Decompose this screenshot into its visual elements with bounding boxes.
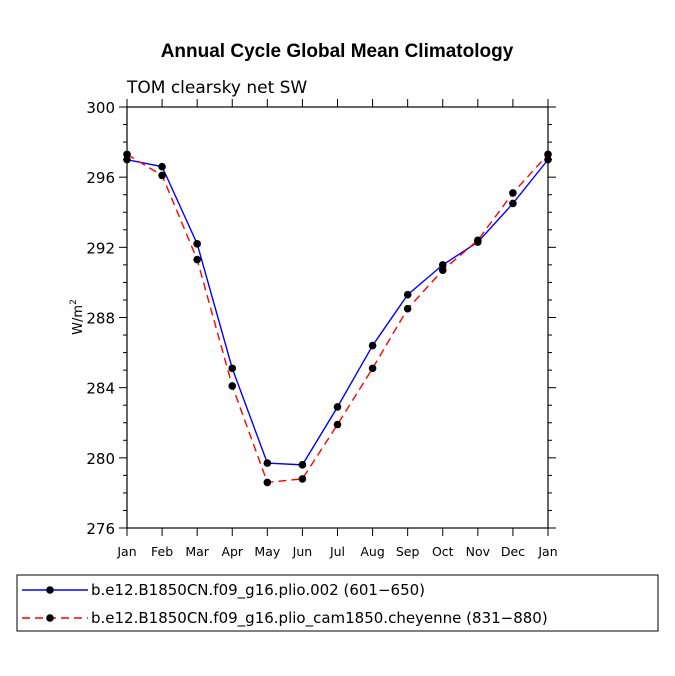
data-point [368,341,377,350]
data-point [333,420,342,429]
y-tick-label: 292 [86,239,115,257]
y-tick-label: 276 [86,520,115,538]
data-point [193,240,201,248]
data-point [263,459,272,467]
data-point [298,475,307,483]
data-point [509,199,517,208]
x-tick-label: Dec [501,544,525,559]
data-point [544,150,552,159]
x-tick-label: Jan [116,544,136,559]
data-point [403,304,412,313]
y-axis-label-superscript: 2 [69,299,79,305]
series-line [126,153,549,484]
x-tick-label: Feb [151,544,173,559]
data-point [228,382,237,390]
chart-subtitle: TOM clearsky net SW [126,78,307,98]
legend-swatch-marker [46,614,54,622]
series-line [126,158,549,466]
y-axis-label-base: W/m [71,305,86,335]
y-axis-label: W/m2 [69,299,86,335]
data-point [333,403,342,411]
data-point [368,364,377,373]
x-tick-label: Sep [396,544,420,559]
legend: b.e12.B1850CN.f09_g16.plio.002 (601−650)… [16,574,659,632]
y-tick-label: 284 [86,380,115,398]
data-point [298,461,307,469]
x-tick-label: Jul [329,544,345,559]
data-point [123,155,131,164]
data-point [474,236,482,245]
chart-title: Annual Cycle Global Mean Climatology [161,41,514,62]
x-tick-label: May [254,544,280,559]
series-2 [123,150,552,487]
legend-entry-label: b.e12.B1850CN.f09_g16.plio_cam1850.cheye… [91,609,548,628]
y-tick-label: 288 [86,310,115,328]
data-point [509,189,517,197]
x-tick-label: Jun [292,544,313,559]
data-point [158,171,166,180]
y-tick-label: 300 [86,99,115,117]
series-layer [123,150,552,487]
y-tick-label: 296 [86,169,115,187]
x-tick-label: Jan [537,544,557,559]
data-point [123,150,131,159]
data-point [438,266,447,274]
legend-box [16,574,659,632]
data-point [193,255,201,264]
y-tick-label: 280 [86,450,115,468]
data-point [228,364,237,373]
data-point [544,155,552,164]
x-tick-label: Nov [466,544,491,559]
x-tick-label: Oct [432,544,454,559]
data-point [158,162,166,171]
x-tick-label: Aug [360,544,384,559]
data-point [403,290,412,299]
data-point [263,478,272,487]
plot-frame [126,106,549,529]
axes: 276 280 284 288 292 296 300 Jan Feb Mar Apr May Jun J… [86,99,558,559]
legend-entry-label: b.e12.B1850CN.f09_g16.plio.002 (601−650) [91,581,425,600]
x-tick-label: Mar [185,544,209,559]
legend-swatch-marker [46,586,54,594]
x-tick-label: Apr [221,544,243,559]
data-point [438,261,447,269]
